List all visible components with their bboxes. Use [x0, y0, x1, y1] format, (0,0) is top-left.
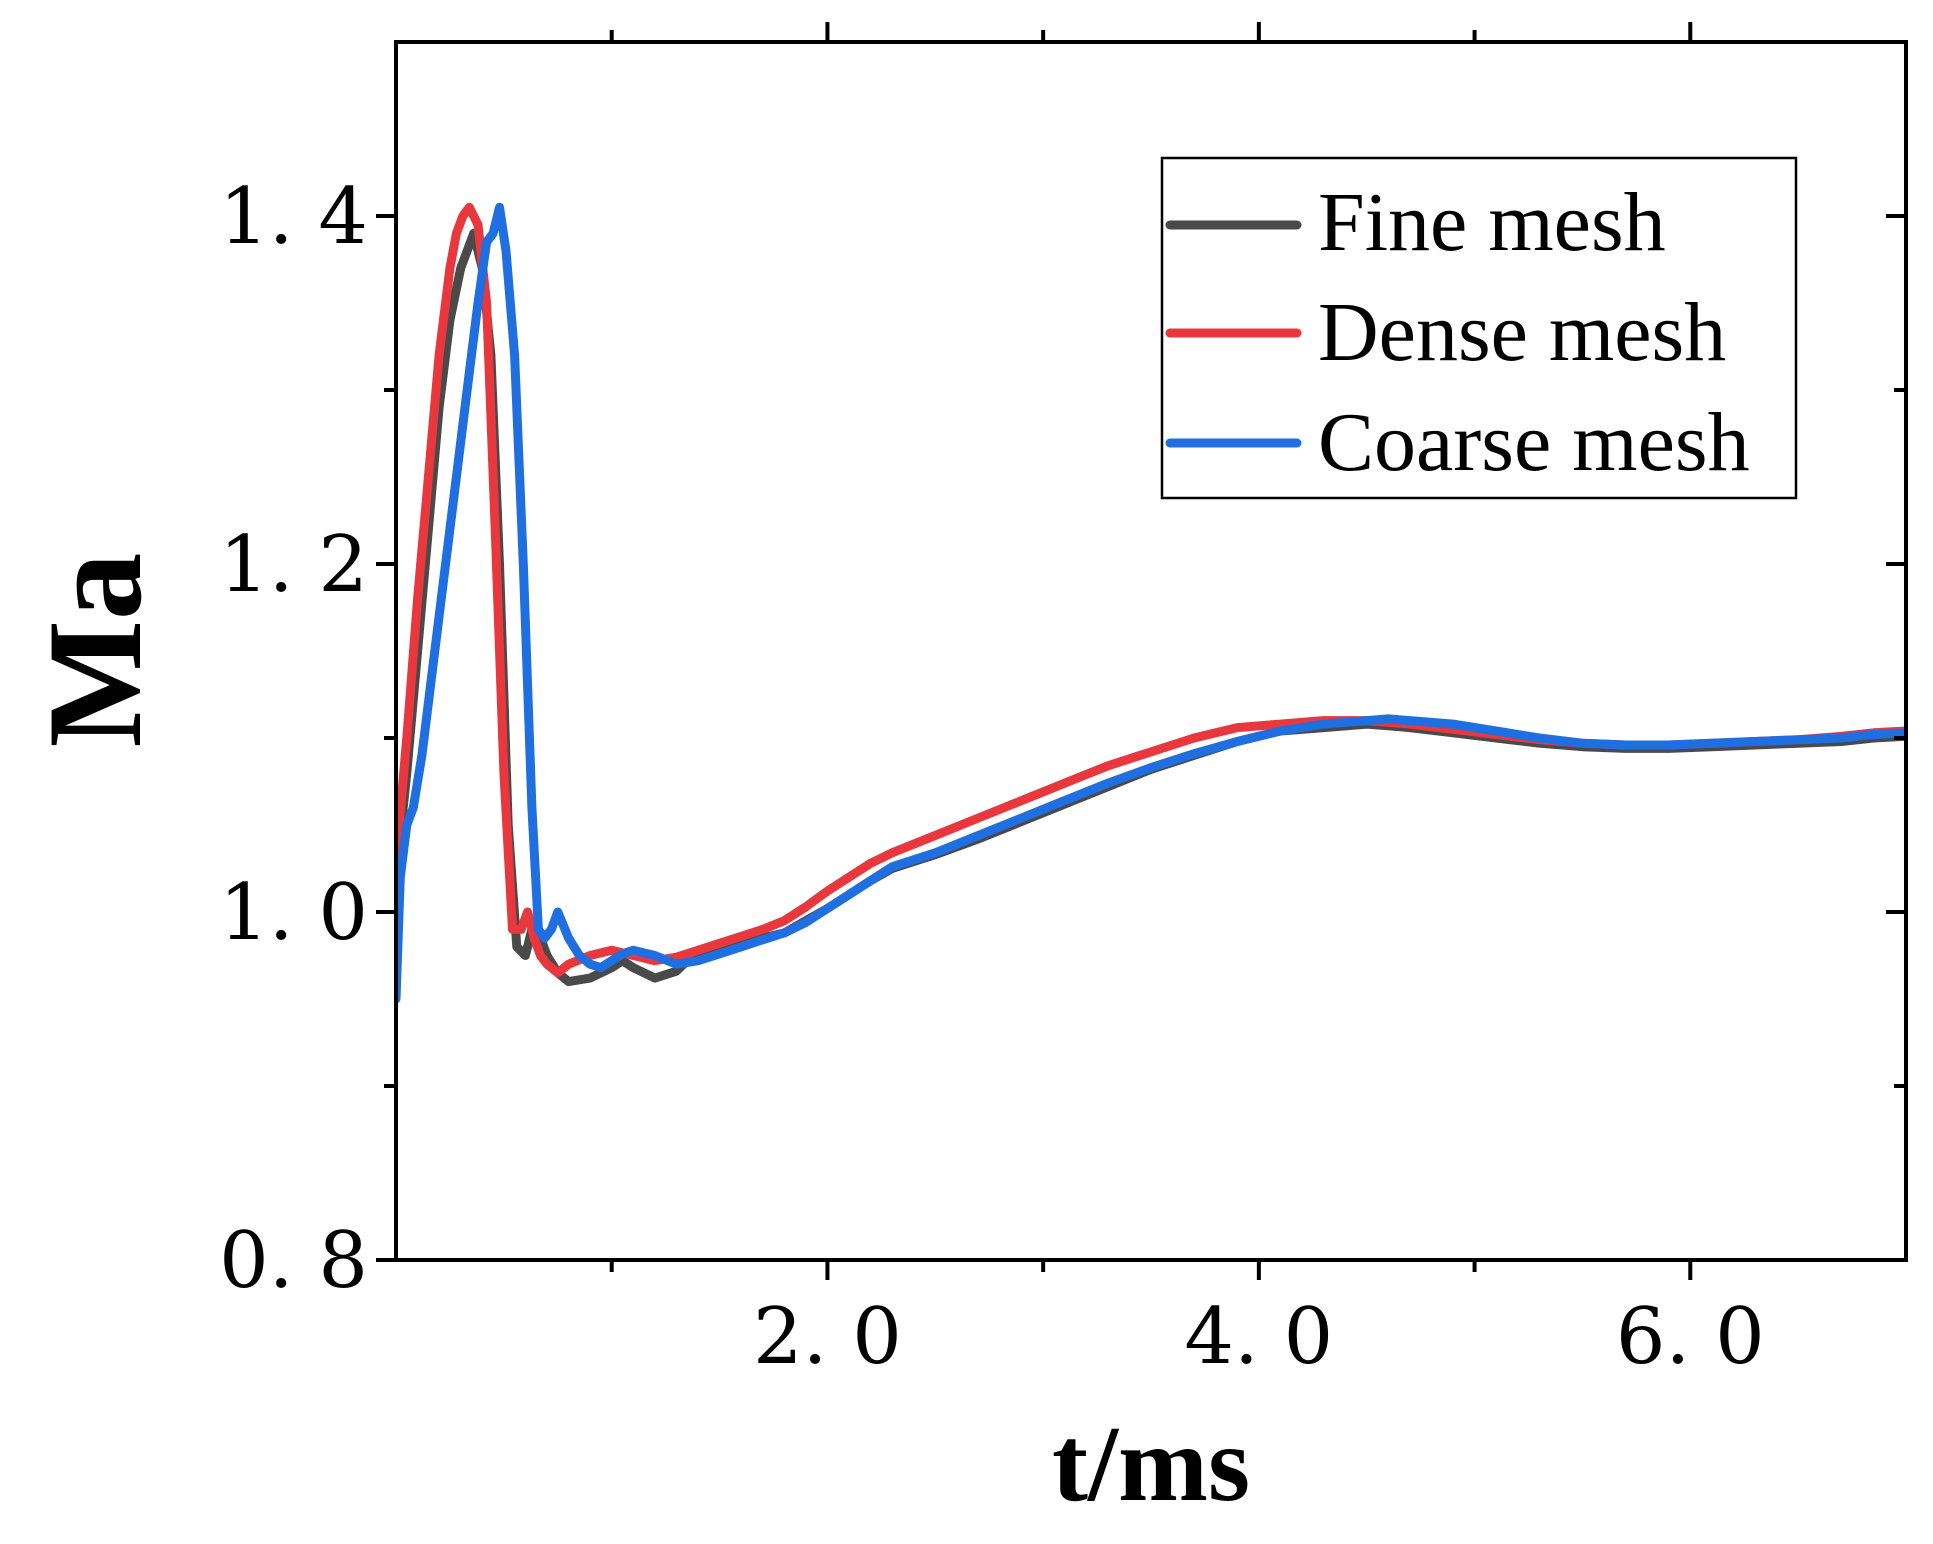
legend-item-fine-mesh: Fine mesh: [1165, 176, 1666, 269]
ticks-layer: 0. 8 1. 0 1. 2 1. 4 2. 0 4. 0 6. 0: [219, 22, 1906, 1382]
legend: Fine mesh Dense mesh Coarse mesh: [1160, 156, 1798, 500]
y-tick-label: 0. 8: [219, 1216, 368, 1306]
legend-label-dense-mesh: Dense mesh: [1318, 286, 1726, 379]
plot-frame: [394, 40, 1908, 1262]
legend-label-coarse-mesh: Coarse mesh: [1318, 396, 1750, 489]
legend-label-fine-mesh: Fine mesh: [1318, 176, 1666, 269]
y-tick-label: 1. 0: [219, 868, 368, 958]
x-axis-title: t/ms: [1052, 1405, 1250, 1524]
y-tick-label: 1. 2: [219, 520, 368, 610]
x-tick-label: 6. 0: [1616, 1292, 1765, 1382]
legend-item-coarse-mesh: Coarse mesh: [1165, 396, 1750, 489]
legend-item-dense-mesh: Dense mesh: [1165, 286, 1726, 379]
x-tick-label: 2. 0: [753, 1292, 902, 1382]
series-layer: [396, 202, 1906, 1004]
series-line-coarse-mesh: [396, 202, 1906, 1004]
y-axis-title: Ma: [21, 553, 170, 748]
y-tick-label: 1. 4: [219, 172, 368, 262]
x-tick-label: 4. 0: [1184, 1292, 1333, 1382]
